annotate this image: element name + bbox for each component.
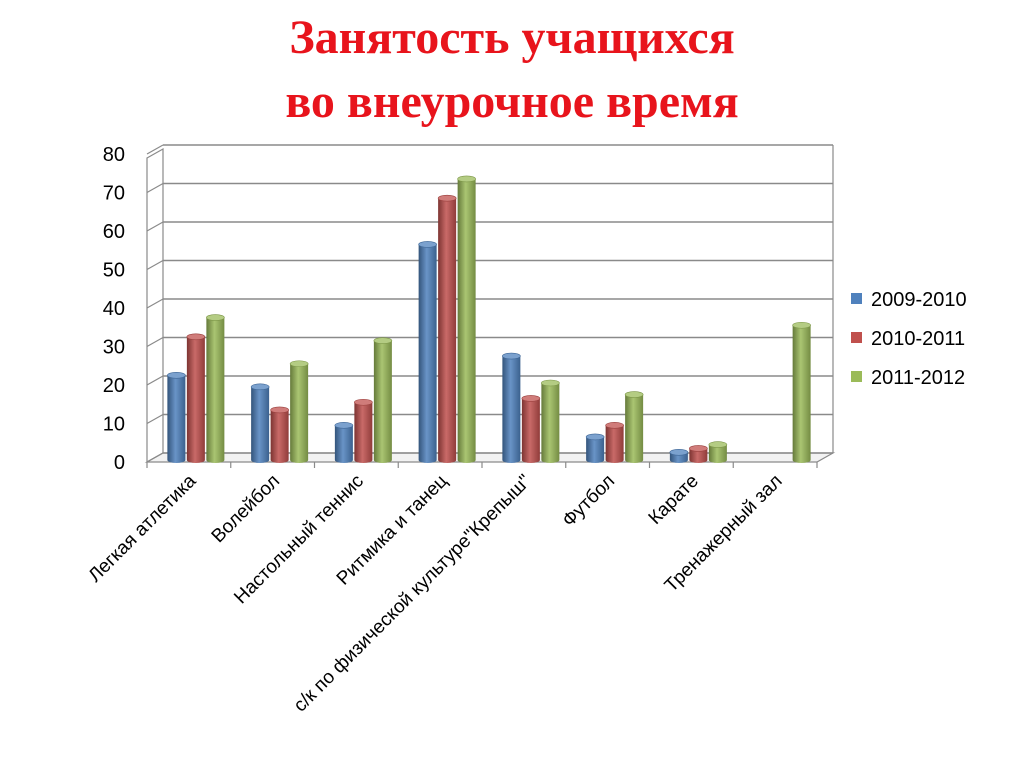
y-axis: 0 10 20 30 40 50 60 70 80 xyxy=(103,144,125,474)
gridline-side xyxy=(146,221,164,232)
gridlines xyxy=(146,144,834,463)
legend-label: 2010-2011 xyxy=(871,328,965,350)
bar xyxy=(250,383,270,464)
gridline-side xyxy=(146,182,164,194)
bar xyxy=(354,398,373,464)
legend-item: 2010-2011 xyxy=(851,328,965,350)
side-wall xyxy=(146,147,164,464)
bar xyxy=(541,379,560,464)
bar xyxy=(669,448,689,464)
bars xyxy=(167,175,811,464)
gridline-side xyxy=(146,259,164,271)
bar xyxy=(624,391,644,464)
bar xyxy=(521,395,541,464)
x-tick-label: Легкая атлетика xyxy=(85,470,201,586)
legend-item: 2011-2012 xyxy=(851,367,965,389)
bar xyxy=(437,194,457,464)
x-tick-label: Волейбол xyxy=(208,471,285,548)
gridline-side xyxy=(146,336,164,348)
bar xyxy=(334,422,354,464)
legend-label: 2011-2012 xyxy=(871,367,965,389)
gridline-side xyxy=(146,144,164,155)
legend: 2009-2010 2010-2011 2011-2012 xyxy=(851,289,967,389)
bar xyxy=(206,314,225,464)
legend-swatch xyxy=(851,371,862,382)
bar xyxy=(792,321,811,464)
bar xyxy=(708,441,728,464)
bar xyxy=(457,175,476,464)
bar xyxy=(605,422,624,464)
title-line-1: Занятость учащихся xyxy=(289,11,735,64)
y-tick-label: 70 xyxy=(103,183,125,205)
chart-title: Занятость учащихся во внеурочное время xyxy=(0,6,1024,134)
y-tick-label: 40 xyxy=(103,298,125,320)
y-tick-label: 60 xyxy=(103,221,125,243)
bar xyxy=(418,241,437,464)
bar xyxy=(373,337,393,464)
legend-swatch xyxy=(851,293,862,304)
gridline-side xyxy=(146,452,164,463)
gridline-side xyxy=(146,298,164,309)
bar xyxy=(289,360,309,464)
bar xyxy=(186,333,206,464)
y-tick-label: 30 xyxy=(103,337,125,359)
bar xyxy=(270,406,289,464)
bar xyxy=(689,445,708,464)
x-tick-label: Карате xyxy=(645,471,703,529)
y-tick-label: 10 xyxy=(103,414,125,436)
legend-item: 2009-2010 xyxy=(851,289,967,311)
floor xyxy=(144,452,836,463)
legend-swatch xyxy=(851,332,862,343)
y-tick-label: 0 xyxy=(114,452,125,474)
y-tick-label: 50 xyxy=(103,260,125,282)
bar xyxy=(502,352,521,464)
x-tick-label: Футбол xyxy=(559,471,620,532)
title-line-2: во внеурочное время xyxy=(285,75,739,128)
gridline-side xyxy=(146,413,164,425)
legend-label: 2009-2010 xyxy=(871,289,967,311)
y-tick-label: 80 xyxy=(103,144,125,166)
bar xyxy=(167,371,186,464)
bar xyxy=(585,433,605,464)
y-tick-label: 20 xyxy=(103,375,125,397)
gridline-side xyxy=(146,375,164,386)
